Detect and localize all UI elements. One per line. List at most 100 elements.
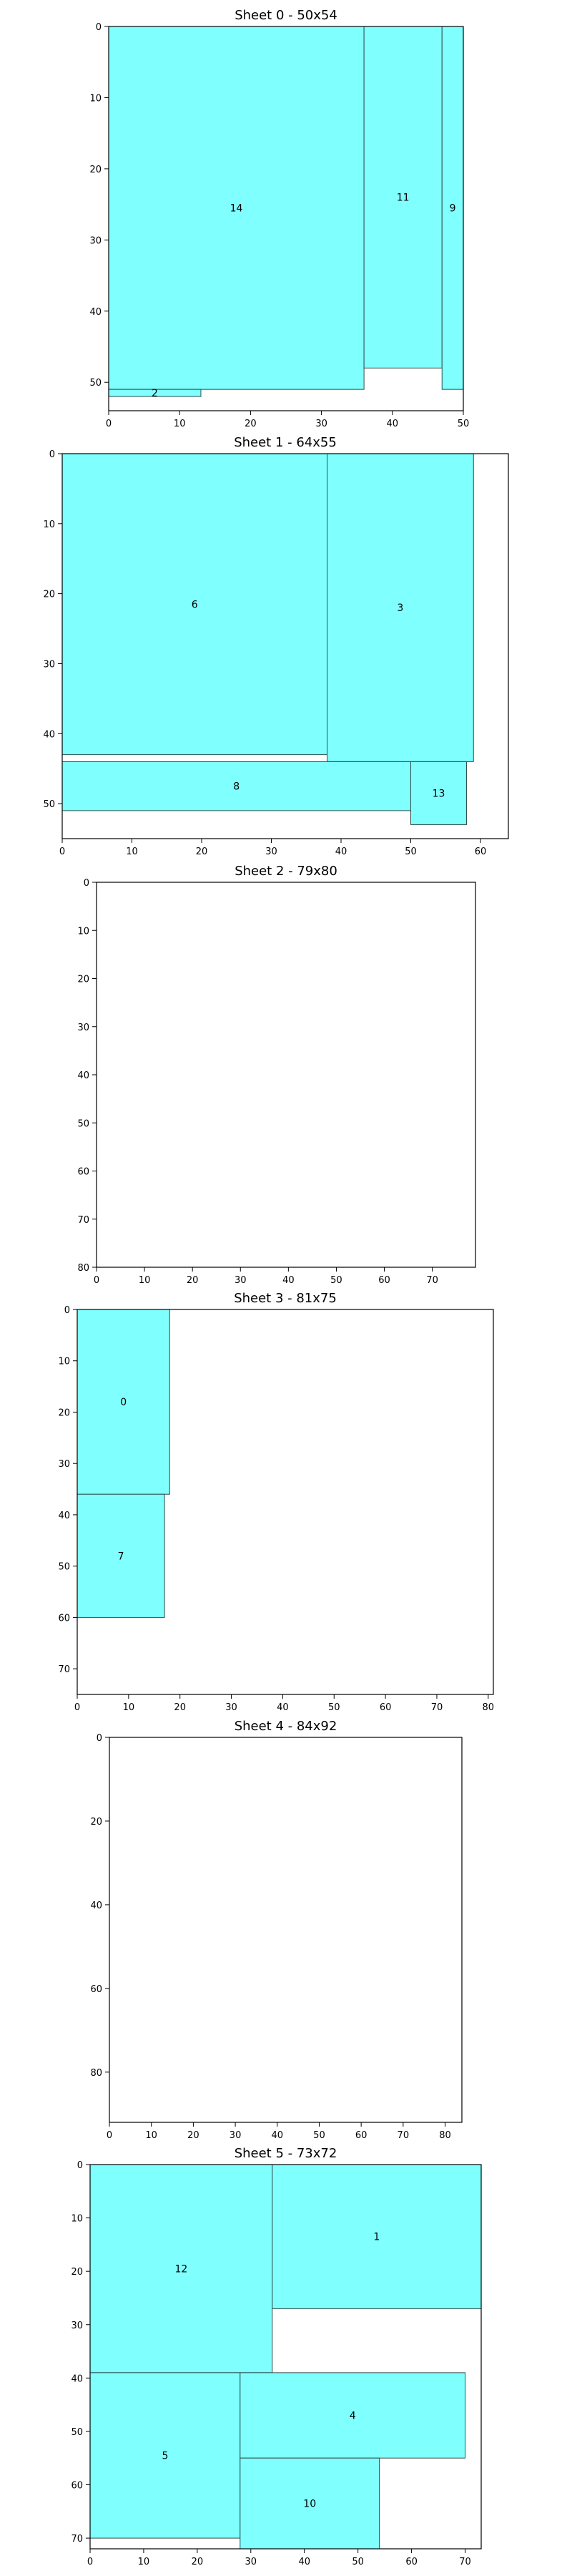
y-tick-label: 10 bbox=[89, 93, 102, 104]
x-tick-label: 20 bbox=[192, 2557, 204, 2567]
piece-rect-12 bbox=[89, 2164, 273, 2373]
y-tick-label: 50 bbox=[43, 799, 55, 810]
y-tick-label: 40 bbox=[89, 307, 102, 318]
x-tick-label: 0 bbox=[87, 2557, 93, 2567]
piece-rect-5 bbox=[89, 2372, 241, 2539]
x-tick-label: 10 bbox=[123, 1702, 135, 1713]
y-tick-label: 20 bbox=[43, 590, 55, 600]
sheet-chart-2: Sheet 2 - 79x80 0 10 20 30 40 50 60 70 0 10 20 30 40 5… bbox=[77, 864, 476, 1286]
piece-rect-8 bbox=[61, 761, 411, 811]
y-tick-label: 40 bbox=[71, 2373, 83, 2384]
x-tick-label: 70 bbox=[459, 2557, 471, 2567]
y-tick-label: 0 bbox=[96, 22, 102, 33]
y-tick-label: 20 bbox=[90, 1817, 102, 1828]
axes-frame bbox=[89, 2164, 482, 2550]
x-tick-label: 30 bbox=[235, 1275, 247, 1286]
x-tick-label: 80 bbox=[483, 1702, 495, 1713]
piece-rect-0 bbox=[77, 1309, 170, 1495]
piece-label-11: 11 bbox=[397, 192, 410, 204]
piece-label-5: 5 bbox=[162, 2450, 168, 2462]
chart-title: Sheet 5 - 73x72 bbox=[235, 2146, 337, 2161]
y-tick-label: 0 bbox=[97, 1733, 102, 1744]
piece-label-10: 10 bbox=[303, 2499, 316, 2510]
x-tick-label: 70 bbox=[426, 1275, 438, 1286]
y-tick-label: 50 bbox=[71, 2427, 83, 2438]
piece-rect-6 bbox=[61, 453, 327, 756]
x-tick-label: 40 bbox=[298, 2557, 310, 2567]
x-tick-label: 60 bbox=[380, 1702, 392, 1713]
y-tick-label: 30 bbox=[77, 1023, 89, 1033]
x-tick-label: 10 bbox=[174, 419, 186, 429]
y-tick-label: 30 bbox=[43, 659, 55, 670]
x-tick-label: 40 bbox=[277, 1702, 289, 1713]
piece-rect-1 bbox=[272, 2164, 482, 2309]
x-tick-label: 50 bbox=[458, 419, 470, 429]
axes-frame bbox=[108, 26, 464, 411]
x-tick-label: 0 bbox=[107, 2130, 112, 2141]
x-tick-label: 20 bbox=[196, 847, 208, 857]
y-tick-label: 30 bbox=[58, 1459, 70, 1470]
y-tick-label: 10 bbox=[71, 2214, 83, 2225]
piece-label-6: 6 bbox=[192, 599, 198, 610]
axes-frame bbox=[109, 1737, 463, 2123]
piece-rect-14 bbox=[108, 26, 365, 390]
y-tick-label: 20 bbox=[58, 1407, 70, 1418]
piece-rect-11 bbox=[363, 26, 443, 369]
chart-title: Sheet 3 - 81x75 bbox=[234, 1291, 337, 1306]
x-tick-label: 50 bbox=[328, 1702, 340, 1713]
x-tick-label: 30 bbox=[265, 847, 277, 857]
y-tick-label: 20 bbox=[89, 165, 102, 175]
piece-rect-3 bbox=[327, 453, 474, 762]
piece-label-4: 4 bbox=[350, 2411, 356, 2422]
x-tick-label: 10 bbox=[138, 2557, 150, 2567]
piece-rect-13 bbox=[410, 761, 467, 825]
piece-label-12: 12 bbox=[174, 2263, 187, 2275]
x-tick-label: 40 bbox=[387, 419, 399, 429]
y-tick-label: 30 bbox=[89, 235, 102, 246]
x-tick-label: 10 bbox=[139, 1275, 151, 1286]
x-tick-label: 20 bbox=[187, 1275, 199, 1286]
x-tick-label: 30 bbox=[230, 2130, 242, 2141]
x-tick-label: 10 bbox=[145, 2130, 157, 2141]
axes-frame bbox=[77, 1309, 494, 1695]
sheet-chart-4: Sheet 4 - 84x92 0 10 20 30 40 50 60 70 80 0 20 40 60 8… bbox=[90, 1719, 463, 2141]
x-tick-label: 70 bbox=[431, 1702, 443, 1713]
y-tick-label: 30 bbox=[71, 2321, 83, 2331]
y-tick-label: 10 bbox=[43, 519, 55, 530]
y-tick-label: 20 bbox=[71, 2267, 83, 2278]
chart-title: Sheet 0 - 50x54 bbox=[235, 8, 337, 23]
x-tick-label: 30 bbox=[225, 1702, 237, 1713]
x-tick-label: 20 bbox=[187, 2130, 199, 2141]
sheet-chart-1: Sheet 1 - 64x55 6 3 8 13 0 10 20 30 40 50 60 0 10 20 30… bbox=[43, 435, 509, 857]
x-tick-label: 60 bbox=[355, 2130, 368, 2141]
piece-label-2: 2 bbox=[152, 388, 158, 399]
chart-title: Sheet 4 - 84x92 bbox=[235, 1719, 337, 1734]
chart-title: Sheet 2 - 79x80 bbox=[235, 864, 337, 879]
y-tick-label: 80 bbox=[77, 1263, 89, 1274]
y-tick-label: 10 bbox=[77, 926, 89, 937]
x-tick-label: 50 bbox=[405, 847, 417, 857]
y-tick-label: 50 bbox=[77, 1118, 89, 1129]
y-tick-label: 40 bbox=[43, 729, 55, 740]
x-tick-label: 0 bbox=[74, 1702, 80, 1713]
x-tick-label: 20 bbox=[174, 1702, 186, 1713]
piece-rect-7 bbox=[77, 1493, 165, 1618]
x-tick-label: 30 bbox=[245, 2557, 257, 2567]
x-tick-label: 50 bbox=[330, 1275, 342, 1286]
axes-frame bbox=[61, 453, 509, 839]
piece-label-3: 3 bbox=[397, 602, 403, 614]
x-tick-label: 80 bbox=[439, 2130, 451, 2141]
y-tick-label: 60 bbox=[71, 2481, 83, 2492]
x-tick-label: 70 bbox=[398, 2130, 410, 2141]
x-tick-label: 0 bbox=[94, 1275, 99, 1286]
y-tick-label: 0 bbox=[84, 878, 89, 889]
piece-label-0: 0 bbox=[120, 1397, 127, 1408]
piece-label-7: 7 bbox=[118, 1551, 124, 1562]
y-tick-label: 50 bbox=[89, 378, 102, 389]
x-tick-label: 50 bbox=[352, 2557, 364, 2567]
piece-label-1: 1 bbox=[373, 2232, 380, 2243]
x-tick-label: 30 bbox=[315, 419, 327, 429]
y-tick-label: 40 bbox=[90, 1901, 102, 1911]
